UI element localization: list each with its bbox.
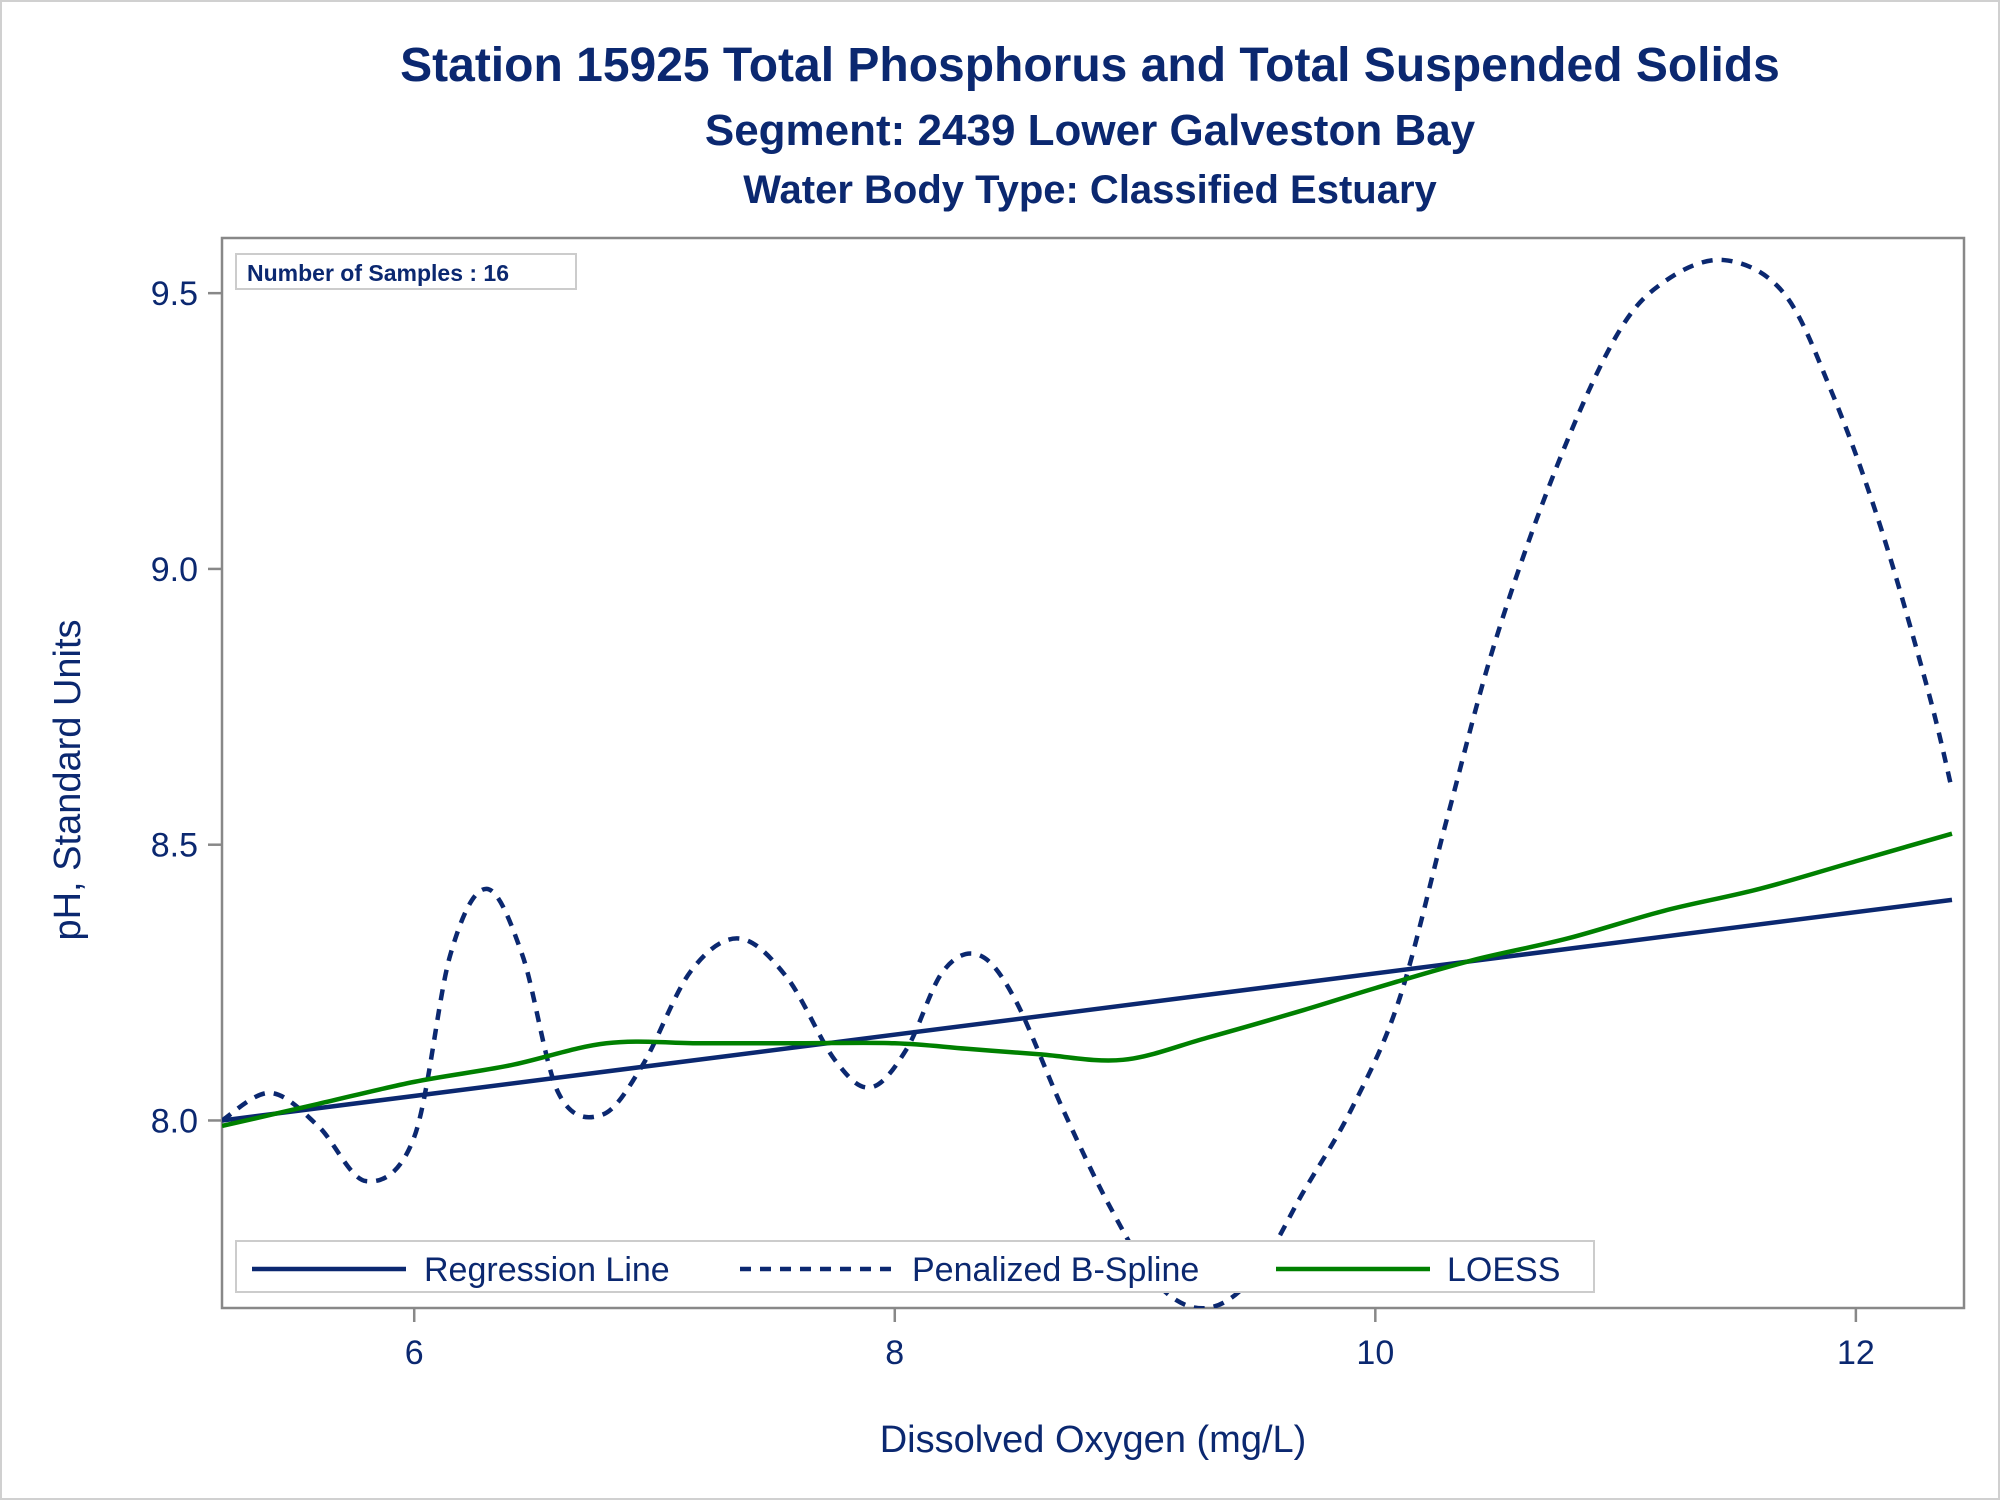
- x-tick-label: 10: [1356, 1334, 1394, 1372]
- y-tick-label: 8.0: [151, 1102, 198, 1140]
- samples-count-label: Number of Samples : 16: [247, 260, 509, 286]
- chart-subtitle-segment: Segment: 2439 Lower Galveston Bay: [704, 106, 1476, 155]
- legend-label-spline: Penalized B-Spline: [912, 1251, 1199, 1289]
- series-line-loess: [222, 831, 1953, 1129]
- y-axis: 8.0 8.5 9.0 9.5: [151, 275, 222, 1140]
- legend-label-loess: LOESS: [1447, 1251, 1560, 1289]
- legend: Regression Line Penalized B-Spline LOESS: [235, 1240, 1595, 1293]
- legend-box: [235, 1240, 1595, 1293]
- y-axis-label: pH, Standard Units: [47, 619, 89, 940]
- series-layer: [222, 257, 1955, 1308]
- x-axis: 6 8 10 12: [405, 1308, 1875, 1372]
- x-axis-label: Dissolved Oxygen (mg/L): [880, 1419, 1307, 1461]
- y-tick-label: 9.5: [151, 275, 198, 313]
- series-line-spline: [222, 257, 1955, 1308]
- legend-label-regression: Regression Line: [424, 1251, 670, 1289]
- x-tick-label: 12: [1837, 1334, 1875, 1372]
- x-tick-label: 8: [885, 1334, 904, 1372]
- y-tick-label: 9.0: [151, 551, 198, 589]
- samples-inset: Number of Samples : 16: [235, 253, 577, 290]
- chart-title: Station 15925 Total Phosphorus and Total…: [400, 39, 1780, 92]
- y-tick-label: 8.5: [151, 827, 198, 865]
- series-line-regression: [222, 897, 1953, 1123]
- samples-inset-box: [235, 253, 577, 290]
- x-tick-label: 6: [405, 1334, 424, 1372]
- chart-subtitle-waterbody: Water Body Type: Classified Estuary: [743, 168, 1437, 212]
- plot-area-border: [220, 236, 1966, 1310]
